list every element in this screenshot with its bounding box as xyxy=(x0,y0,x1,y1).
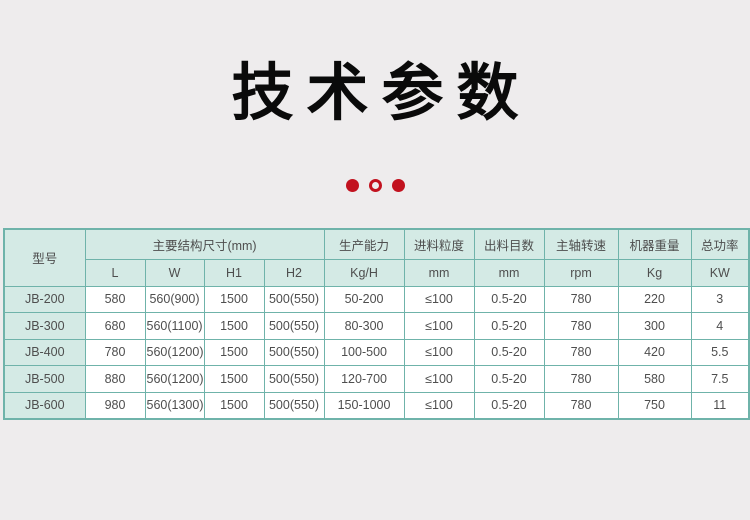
cell-spindle-speed: 780 xyxy=(543,312,619,340)
col-header-output-mesh: 出料目数 xyxy=(473,228,545,260)
cell-feed-size: ≤100 xyxy=(403,338,475,366)
cell-capacity: 50-200 xyxy=(323,285,405,313)
col-header-H1: H1 xyxy=(203,258,265,287)
divider-dots xyxy=(0,179,750,192)
cell-capacity: 80-300 xyxy=(323,312,405,340)
cell-H2: 500(550) xyxy=(263,391,325,419)
cell-L: 780 xyxy=(84,338,146,366)
cell-L: 580 xyxy=(84,285,146,313)
col-header-power: 总功率 xyxy=(690,228,750,260)
table-row-jb400: JB-400 780 560(1200) 1500 500(550) 100-5… xyxy=(3,338,750,366)
cell-spindle-speed: 780 xyxy=(543,391,619,419)
table-row-jb600: JB-600 980 560(1300) 1500 500(550) 150-1… xyxy=(3,391,750,419)
cell-output-mesh: 0.5-20 xyxy=(473,365,545,393)
unit-capacity: Kg/H xyxy=(323,258,405,287)
unit-feed-size: mm xyxy=(403,258,475,287)
technical-parameters-table: 型号 主要结构尺寸(mm) 生产能力 进料粒度 出料目数 主轴转速 机器重量 总… xyxy=(3,228,750,420)
cell-model: JB-200 xyxy=(3,285,86,313)
col-header-model: 型号 xyxy=(3,228,86,287)
cell-H2: 500(550) xyxy=(263,285,325,313)
cell-H2: 500(550) xyxy=(263,338,325,366)
cell-H2: 500(550) xyxy=(263,312,325,340)
cell-power: 5.5 xyxy=(690,338,750,366)
cell-W: 560(900) xyxy=(144,285,205,313)
cell-output-mesh: 0.5-20 xyxy=(473,391,545,419)
cell-weight: 300 xyxy=(617,312,692,340)
col-header-capacity: 生产能力 xyxy=(323,228,405,260)
cell-weight: 420 xyxy=(617,338,692,366)
cell-output-mesh: 0.5-20 xyxy=(473,285,545,313)
cell-spindle-speed: 780 xyxy=(543,285,619,313)
col-header-spindle-speed: 主轴转速 xyxy=(543,228,619,260)
cell-power: 7.5 xyxy=(690,365,750,393)
cell-weight: 220 xyxy=(617,285,692,313)
cell-feed-size: ≤100 xyxy=(403,312,475,340)
cell-H1: 1500 xyxy=(203,285,265,313)
cell-L: 980 xyxy=(84,391,146,419)
table-row-jb500: JB-500 880 560(1200) 1500 500(550) 120-7… xyxy=(3,365,750,393)
cell-W: 560(1300) xyxy=(144,391,205,419)
cell-weight: 580 xyxy=(617,365,692,393)
cell-capacity: 120-700 xyxy=(323,365,405,393)
cell-W: 560(1100) xyxy=(144,312,205,340)
cell-W: 560(1200) xyxy=(144,365,205,393)
cell-L: 680 xyxy=(84,312,146,340)
header-row-labels: 型号 主要结构尺寸(mm) 生产能力 进料粒度 出料目数 主轴转速 机器重量 总… xyxy=(3,228,750,287)
cell-model: JB-300 xyxy=(3,312,86,340)
unit-weight: Kg xyxy=(617,258,692,287)
cell-capacity: 100-500 xyxy=(323,338,405,366)
cell-capacity: 150-1000 xyxy=(323,391,405,419)
col-header-weight: 机器重量 xyxy=(617,228,692,260)
cell-spindle-speed: 780 xyxy=(543,365,619,393)
cell-output-mesh: 0.5-20 xyxy=(473,338,545,366)
col-header-H2: H2 xyxy=(263,258,325,287)
dot-hollow-icon xyxy=(368,179,382,192)
col-header-L: L xyxy=(84,258,146,287)
cell-H1: 1500 xyxy=(203,391,265,419)
col-header-W: W xyxy=(144,258,205,287)
cell-feed-size: ≤100 xyxy=(403,285,475,313)
cell-H1: 1500 xyxy=(203,312,265,340)
cell-feed-size: ≤100 xyxy=(403,365,475,393)
cell-power: 11 xyxy=(690,391,750,419)
cell-weight: 750 xyxy=(617,391,692,419)
unit-spindle-speed: rpm xyxy=(543,258,619,287)
cell-model: JB-500 xyxy=(3,365,86,393)
dot-filled-icon xyxy=(391,179,405,192)
cell-spindle-speed: 780 xyxy=(543,338,619,366)
cell-power: 3 xyxy=(690,285,750,313)
cell-H2: 500(550) xyxy=(263,365,325,393)
header-row-units: L W H1 H2 Kg/H mm mm rpm Kg KW xyxy=(4,258,750,287)
cell-output-mesh: 0.5-20 xyxy=(473,312,545,340)
cell-H1: 1500 xyxy=(203,338,265,366)
cell-L: 880 xyxy=(84,365,146,393)
page-title: 技术参数 xyxy=(231,59,532,128)
table-row-jb200: JB-200 580 560(900) 1500 500(550) 50-200… xyxy=(3,285,750,313)
cell-H1: 1500 xyxy=(203,365,265,393)
cell-model: JB-600 xyxy=(3,391,86,419)
unit-output-mesh: mm xyxy=(473,258,545,287)
col-header-feed-size: 进料粒度 xyxy=(403,228,475,260)
dot-filled-icon xyxy=(345,179,359,192)
col-header-dimensions-group: 主要结构尺寸(mm) xyxy=(84,228,325,260)
cell-model: JB-400 xyxy=(3,338,86,366)
unit-power: KW xyxy=(690,258,750,287)
cell-power: 4 xyxy=(690,312,750,340)
cell-feed-size: ≤100 xyxy=(403,391,475,419)
table-row-jb300: JB-300 680 560(1100) 1500 500(550) 80-30… xyxy=(3,312,750,340)
cell-W: 560(1200) xyxy=(144,338,205,366)
